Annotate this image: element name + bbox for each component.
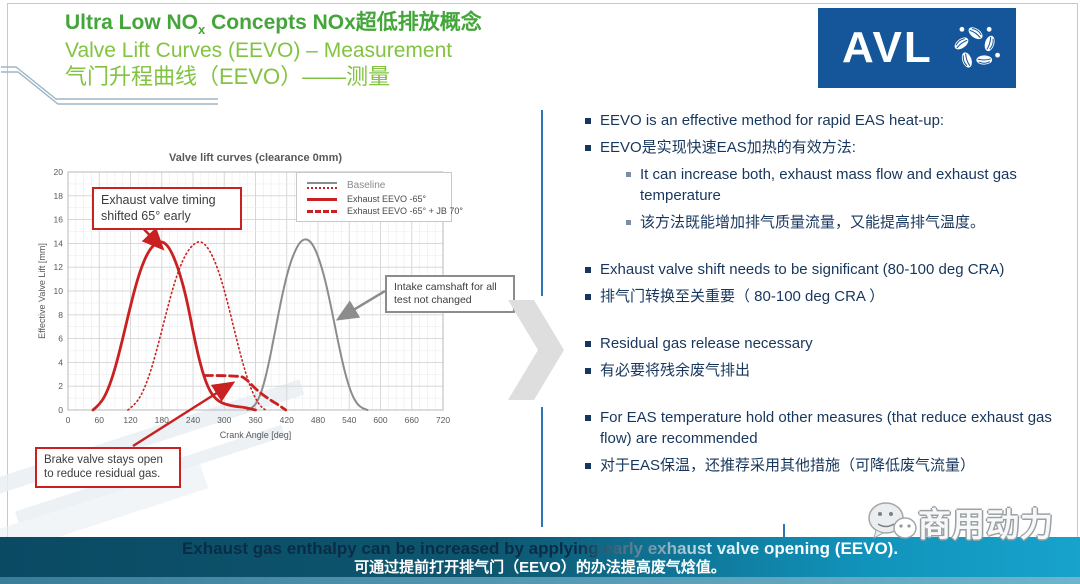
bullet-item: 该方法既能增加排气质量流量，又能提高排气温度。: [560, 212, 1072, 233]
bullet-item: Exhaust valve shift needs to be signific…: [560, 259, 1072, 280]
svg-text:8: 8: [58, 310, 63, 320]
svg-text:16: 16: [54, 215, 64, 225]
legend-label: Exhaust EEVO -65°: [347, 194, 427, 204]
bullet-square-icon: [585, 267, 591, 273]
annotation-brake-valve: Brake valve stays open to reduce residua…: [35, 447, 181, 488]
divider-line-top: [541, 110, 543, 296]
channel-watermark: 商用动力: [866, 498, 1054, 546]
bullet-text: EEVO是实现快速EAS加热的有效方法:: [600, 139, 856, 156]
svg-text:4: 4: [58, 357, 63, 367]
svg-text:180: 180: [155, 415, 169, 425]
bullet-item: For EAS temperature hold other measures …: [560, 407, 1072, 449]
bullet-text: 对于EAS保温，还推荐采用其他措施（可降低废气流量）: [600, 457, 976, 474]
legend-label: Baseline: [347, 180, 386, 191]
svg-text:Effective Valve Lift [mm]: Effective Valve Lift [mm]: [37, 243, 47, 339]
legend-swatch: [307, 207, 341, 216]
annotation-intake-camshaft: Intake camshaft for all test not changed: [385, 275, 515, 314]
svg-text:18: 18: [54, 191, 64, 201]
bullet-item: 对于EAS保温，还推荐采用其他措施（可降低废气流量）: [560, 455, 1072, 476]
watermark-text: 商用动力: [918, 506, 1054, 543]
svg-text:12: 12: [54, 262, 64, 272]
chevron-right-icon: [508, 300, 564, 400]
valve-lift-chart: 0 60 120 180 240 300 360 420 480 540 600 660 720 0 2 4 6…: [35, 125, 515, 488]
bullet-text: It can increase both, exhaust mass flow …: [640, 166, 1017, 204]
avl-logo-text: AVL: [842, 23, 933, 72]
avl-swirl-icon: [954, 26, 1000, 68]
bullet-item: Residual gas release necessary: [560, 333, 1072, 354]
svg-text:720: 720: [436, 415, 450, 425]
svg-text:60: 60: [95, 415, 105, 425]
svg-text:600: 600: [373, 415, 387, 425]
svg-text:240: 240: [186, 415, 200, 425]
bullet-text: Residual gas release necessary: [600, 335, 813, 352]
banner-line2: 可通过提前打开排气门（EEVO）的办法提高废气焓值。: [354, 559, 726, 576]
divider-line-bottom: [541, 407, 543, 527]
svg-text:300: 300: [217, 415, 231, 425]
svg-text:14: 14: [54, 238, 64, 248]
svg-text:20: 20: [54, 167, 64, 177]
bullet-item: EEVO是实现快速EAS加热的有效方法:: [560, 137, 1072, 158]
bullet-text: Exhaust valve shift needs to be signific…: [600, 261, 1005, 278]
svg-text:0: 0: [66, 415, 71, 425]
banner-line1: Exhaust gas enthalpy can be increased by…: [181, 539, 899, 558]
bullet-square-icon: [585, 118, 591, 124]
svg-text:Valve lift curves (clearance 0: Valve lift curves (clearance 0mm): [169, 152, 342, 164]
legend-row: Baseline: [307, 179, 445, 192]
legend-swatch: [307, 195, 341, 204]
corner-decoration: [1, 66, 218, 105]
bullet-list: EEVO is an effective method for rapid EA…: [560, 110, 1072, 482]
bullet-item: EEVO is an effective method for rapid EA…: [560, 110, 1072, 131]
bullet-square-icon: [585, 145, 591, 151]
svg-text:2: 2: [58, 381, 63, 391]
bullet-square-icon: [585, 294, 591, 300]
bullet-item: 排气门转换至关重要（ 80-100 deg CRA ）: [560, 286, 1072, 307]
bullet-square-icon: [585, 463, 591, 469]
bullet-text: For EAS temperature hold other measures …: [600, 409, 1052, 447]
bullet-text: 该方法既能增加排气质量流量，又能提高排气温度。: [640, 214, 986, 231]
footer-strip: [0, 577, 1080, 584]
bullet-square-icon: [585, 341, 591, 347]
svg-text:Crank Angle [deg]: Crank Angle [deg]: [220, 430, 292, 440]
svg-text:360: 360: [248, 415, 262, 425]
svg-text:540: 540: [342, 415, 356, 425]
svg-text:0: 0: [58, 405, 63, 415]
chart-legend: Baseline Exhaust EEVO -65° Exhaust EEVO -6…: [296, 172, 463, 222]
legend-row: Exhaust EEVO -65° + JB 70°: [307, 206, 463, 216]
legend-row: Exhaust EEVO -65°: [307, 194, 445, 204]
slide-title-line3: 气门升程曲线（EEVO）——测量: [65, 63, 391, 89]
bullet-square-icon: [585, 368, 591, 374]
svg-text:480: 480: [311, 415, 325, 425]
bullet-square-icon: [626, 220, 631, 225]
svg-text:10: 10: [54, 286, 64, 296]
avl-logo: AVL: [818, 8, 1016, 88]
bullet-item: 有必要将残余废气排出: [560, 360, 1072, 381]
svg-text:6: 6: [58, 334, 63, 344]
legend-label: Exhaust EEVO -65° + JB 70°: [347, 206, 464, 216]
slide-title-line2: Valve Lift Curves (EEVO) – Measurement: [65, 39, 453, 63]
chart-canvas: 0 60 120 180 240 300 360 420 480 540 600 660 720 0 2 4 6…: [37, 152, 450, 448]
slide-title-line1: Ultra Low NOx Concepts NOx超低排放概念: [65, 11, 482, 38]
legend-swatch: [307, 179, 341, 192]
bullet-square-icon: [585, 415, 591, 421]
svg-text:420: 420: [280, 415, 294, 425]
bullet-text: 排气门转换至关重要（ 80-100 deg CRA ）: [600, 288, 885, 305]
bullet-item: It can increase both, exhaust mass flow …: [560, 164, 1072, 206]
bullet-text: 有必要将残余废气排出: [600, 362, 751, 379]
annotation-exhaust-shift: Exhaust valve timing shifted 65° early: [92, 187, 242, 231]
bullet-text: EEVO is an effective method for rapid EA…: [600, 112, 945, 129]
svg-text:120: 120: [123, 415, 137, 425]
wechat-icon: [868, 502, 917, 539]
divider-tick: [783, 524, 785, 537]
bullet-square-icon: [626, 172, 631, 177]
title-block: Ultra Low NOx Concepts NOx超低排放概念 Valve L…: [65, 10, 482, 90]
bottom-banner: Exhaust gas enthalpy can be increased by…: [0, 537, 1080, 577]
svg-text:660: 660: [405, 415, 419, 425]
